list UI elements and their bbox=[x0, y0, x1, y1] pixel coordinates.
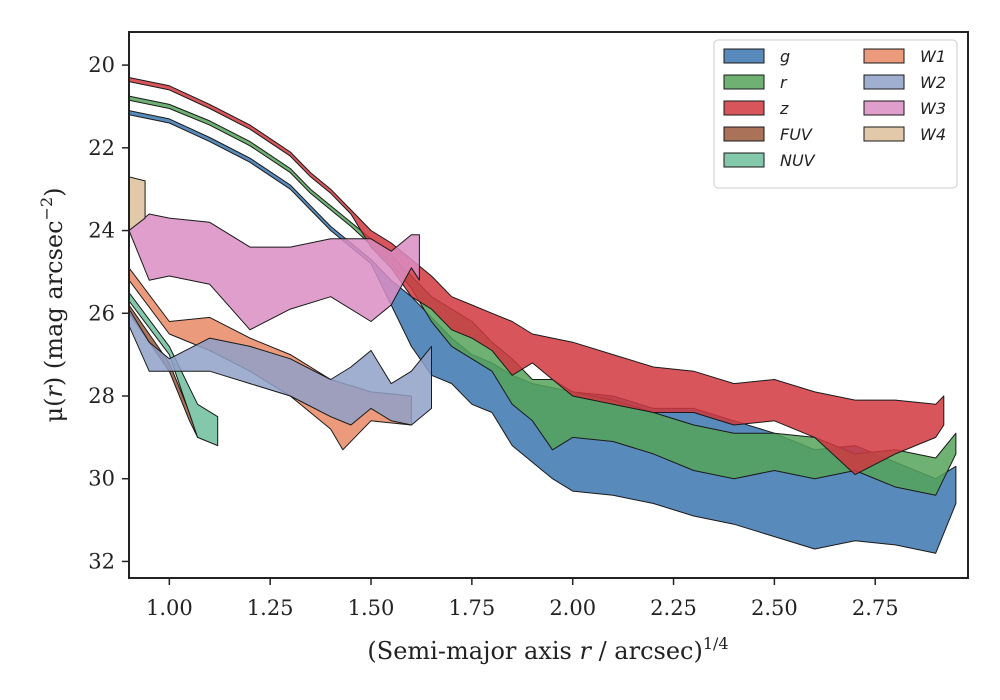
legend-swatch-z bbox=[723, 100, 765, 116]
y-tick-label: 20 bbox=[88, 53, 115, 77]
x-tick-label: 2.25 bbox=[650, 596, 697, 620]
legend-label-w3: W3 bbox=[920, 99, 946, 118]
series-areas bbox=[129, 77, 957, 554]
series-area-w2 bbox=[129, 308, 432, 426]
legend-label-w1: W1 bbox=[920, 47, 946, 66]
legend-swatch-r bbox=[723, 74, 765, 90]
x-tick-label: 2.00 bbox=[549, 596, 596, 620]
legend-swatch-w4 bbox=[863, 126, 905, 142]
x-axis-title: (Semi-major axis r / arcsec)1/4 bbox=[367, 634, 728, 665]
legend-swatch-w2 bbox=[863, 74, 905, 90]
legend: grz FUV NUV W1 W2 W3 W4 bbox=[713, 39, 958, 189]
y-tick-label: 30 bbox=[88, 467, 115, 491]
legend-label-fuv: FUV bbox=[780, 125, 813, 144]
legend-swatch-g bbox=[723, 48, 765, 64]
legend-label-g: g bbox=[780, 47, 790, 66]
x-tick-label: 1.50 bbox=[348, 596, 395, 620]
legend-swatch-w3 bbox=[863, 100, 905, 116]
legend-label-r: r bbox=[780, 73, 788, 92]
y-tick-label: 28 bbox=[88, 384, 115, 408]
x-tick-label: 2.75 bbox=[852, 596, 899, 620]
y-tick-label: 22 bbox=[88, 136, 115, 160]
series-area-w4 bbox=[129, 176, 146, 231]
legend-swatch-nuv bbox=[723, 152, 765, 168]
legend-swatch-w1 bbox=[863, 48, 905, 64]
x-tick-label: 1.00 bbox=[146, 596, 193, 620]
y-axis-ticks: 20 22 24 26 28 30 32 bbox=[88, 53, 129, 573]
y-tick-label: 26 bbox=[88, 301, 115, 325]
y-tick-label: 24 bbox=[88, 219, 115, 243]
legend-label-w4: W4 bbox=[920, 125, 946, 144]
x-tick-label: 1.25 bbox=[247, 596, 294, 620]
plot-frame bbox=[128, 31, 969, 579]
legend-swatch-fuv bbox=[723, 126, 765, 142]
x-tick-label: 2.50 bbox=[751, 596, 798, 620]
x-tick-label: 1.75 bbox=[448, 596, 495, 620]
series-area-w3 bbox=[129, 213, 420, 331]
legend-label-z: z bbox=[779, 99, 789, 118]
y-axis-title: μ(r) (mag arcsec−2) bbox=[37, 187, 68, 422]
y-tick-label: 32 bbox=[88, 549, 115, 573]
legend-label-nuv: NUV bbox=[780, 151, 816, 170]
x-axis-ticks: 1.00 1.25 1.50 1.75 2.00 2.25 2.50 2.75 bbox=[146, 578, 899, 620]
legend-label-w2: W2 bbox=[920, 73, 946, 92]
